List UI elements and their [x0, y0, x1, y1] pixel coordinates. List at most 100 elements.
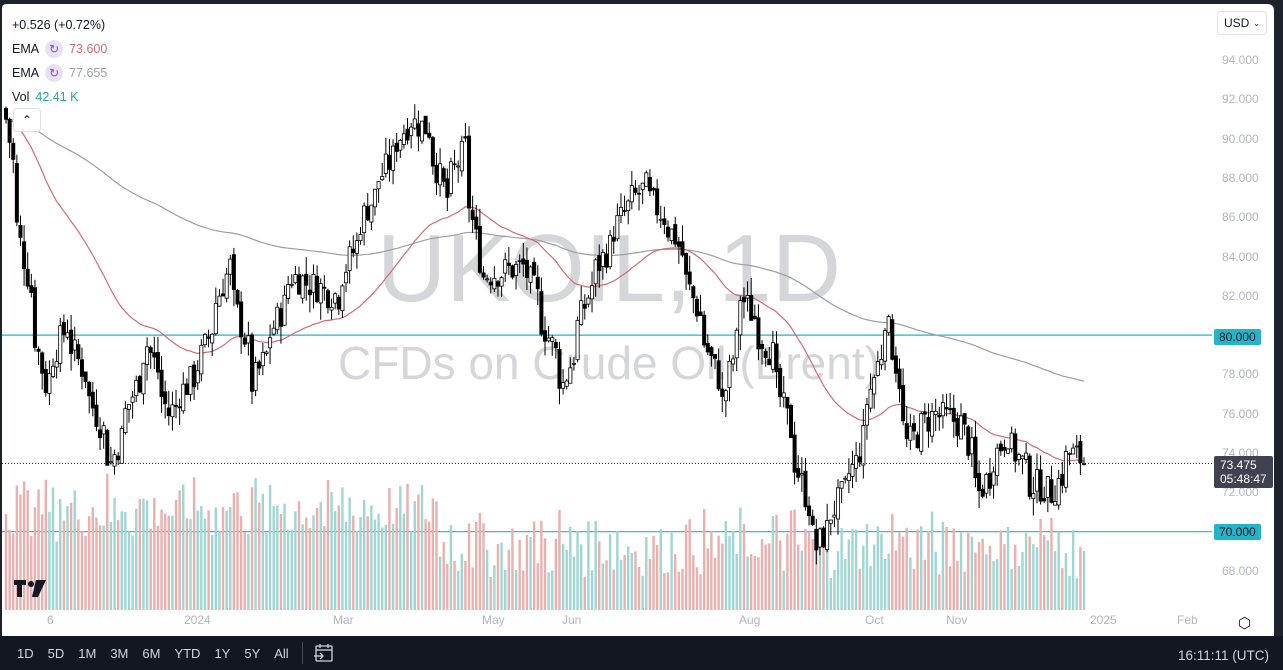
candle-body[interactable] [590, 285, 595, 300]
candle-body[interactable] [879, 359, 884, 366]
candle-body[interactable] [959, 415, 964, 440]
candle-body[interactable] [973, 436, 978, 479]
candle-body[interactable] [40, 352, 45, 374]
candle-body[interactable] [948, 408, 953, 411]
candle-body[interactable] [897, 368, 902, 390]
candle-body[interactable] [1071, 447, 1076, 455]
candle-body[interactable] [872, 377, 877, 395]
candle-body[interactable] [231, 254, 236, 290]
candle-body[interactable] [11, 142, 16, 160]
candle-body[interactable] [955, 418, 960, 437]
candle-body[interactable] [1016, 454, 1021, 460]
candle-body[interactable] [655, 188, 660, 216]
candle-body[interactable] [278, 308, 283, 327]
candle-body[interactable] [459, 140, 464, 172]
candle-body[interactable] [926, 416, 931, 432]
candle-body[interactable] [575, 319, 580, 361]
candle-body[interactable] [676, 241, 681, 247]
candle-body[interactable] [521, 258, 526, 265]
candle-body[interactable] [760, 343, 765, 349]
candle-body[interactable] [25, 268, 30, 287]
candle-body[interactable] [698, 311, 703, 316]
candle-body[interactable] [922, 411, 927, 415]
tradingview-logo[interactable] [14, 574, 48, 603]
candle-body[interactable] [893, 355, 898, 374]
candle-body[interactable] [850, 464, 855, 477]
candle-body[interactable] [915, 434, 920, 449]
candle-body[interactable] [1053, 501, 1058, 506]
candle-body[interactable] [344, 271, 349, 284]
candle-body[interactable] [770, 342, 775, 370]
candle-body[interactable] [1034, 469, 1039, 492]
candle-body[interactable] [727, 360, 732, 388]
candle-body[interactable] [152, 352, 157, 358]
candle-body[interactable] [347, 246, 352, 271]
candle-body[interactable] [998, 443, 1003, 452]
candle-body[interactable] [687, 271, 692, 285]
candle-body[interactable] [951, 407, 956, 422]
candle-body[interactable] [825, 520, 830, 550]
candle-body[interactable] [372, 188, 377, 208]
candle-body[interactable] [615, 215, 620, 240]
candle-body[interactable] [514, 263, 519, 277]
candle-body[interactable] [930, 411, 935, 437]
candle-body[interactable] [622, 210, 627, 212]
candle-body[interactable] [662, 218, 667, 225]
candle-body[interactable] [90, 391, 95, 409]
candle-body[interactable] [836, 487, 841, 520]
candle-body[interactable] [488, 281, 493, 286]
candle-body[interactable] [745, 295, 750, 299]
legend-ema-slow[interactable]: EMA ↻ 77.655 [12, 61, 107, 85]
candle-body[interactable] [731, 358, 736, 365]
candle-body[interactable] [108, 461, 113, 464]
candle-body[interactable] [394, 142, 399, 152]
candle-body[interactable] [105, 429, 110, 466]
candle-body[interactable] [499, 277, 504, 287]
candle-body[interactable] [177, 406, 182, 409]
candle-body[interactable] [651, 187, 656, 191]
candle-body[interactable] [752, 315, 757, 319]
candle-body[interactable] [854, 455, 859, 469]
candle-body[interactable] [817, 528, 822, 548]
price-chart-canvas[interactable]: UKOIL, 1D CFDs on Crude Oil (Brent) [2, 4, 1274, 636]
candle-body[interactable] [767, 358, 772, 366]
range-1y[interactable]: 1Y [214, 645, 231, 661]
candle-body[interactable] [618, 207, 623, 217]
candle-body[interactable] [29, 285, 34, 293]
candle-body[interactable] [709, 347, 714, 356]
candle-body[interactable] [170, 404, 175, 418]
candle-body[interactable] [260, 352, 265, 367]
candle-body[interactable] [98, 429, 103, 439]
candle-body[interactable] [839, 481, 844, 489]
candle-body[interactable] [908, 425, 913, 441]
candle-body[interactable] [749, 295, 754, 321]
candle-body[interactable] [1078, 441, 1083, 464]
candle-body[interactable] [980, 488, 985, 497]
range-1d[interactable]: 1D [17, 645, 34, 661]
candle-body[interactable] [720, 388, 725, 397]
candle-body[interactable] [134, 379, 139, 397]
candle-body[interactable] [163, 391, 168, 405]
candle-body[interactable] [445, 178, 450, 198]
candle-body[interactable] [441, 168, 446, 182]
candle-body[interactable] [738, 300, 743, 336]
candle-body[interactable] [532, 261, 537, 276]
candle-body[interactable] [322, 286, 327, 289]
candle-body[interactable] [112, 454, 117, 467]
candle-body[interactable] [756, 317, 761, 350]
candle-body[interactable] [969, 437, 974, 455]
candle-body[interactable] [210, 333, 215, 344]
candle-body[interactable] [257, 361, 262, 369]
candle-body[interactable] [828, 519, 833, 524]
candle-body[interactable] [640, 182, 645, 190]
candle-body[interactable] [492, 277, 497, 290]
candle-body[interactable] [1074, 445, 1079, 448]
candle-body[interactable] [427, 132, 432, 138]
candle-body[interactable] [1056, 478, 1061, 506]
candle-body[interactable] [890, 319, 895, 360]
range-5d[interactable]: 5D [47, 645, 65, 661]
candle-body[interactable] [268, 337, 273, 349]
candle-body[interactable] [463, 136, 468, 139]
candle-body[interactable] [155, 352, 160, 373]
candle-body[interactable] [4, 108, 9, 120]
